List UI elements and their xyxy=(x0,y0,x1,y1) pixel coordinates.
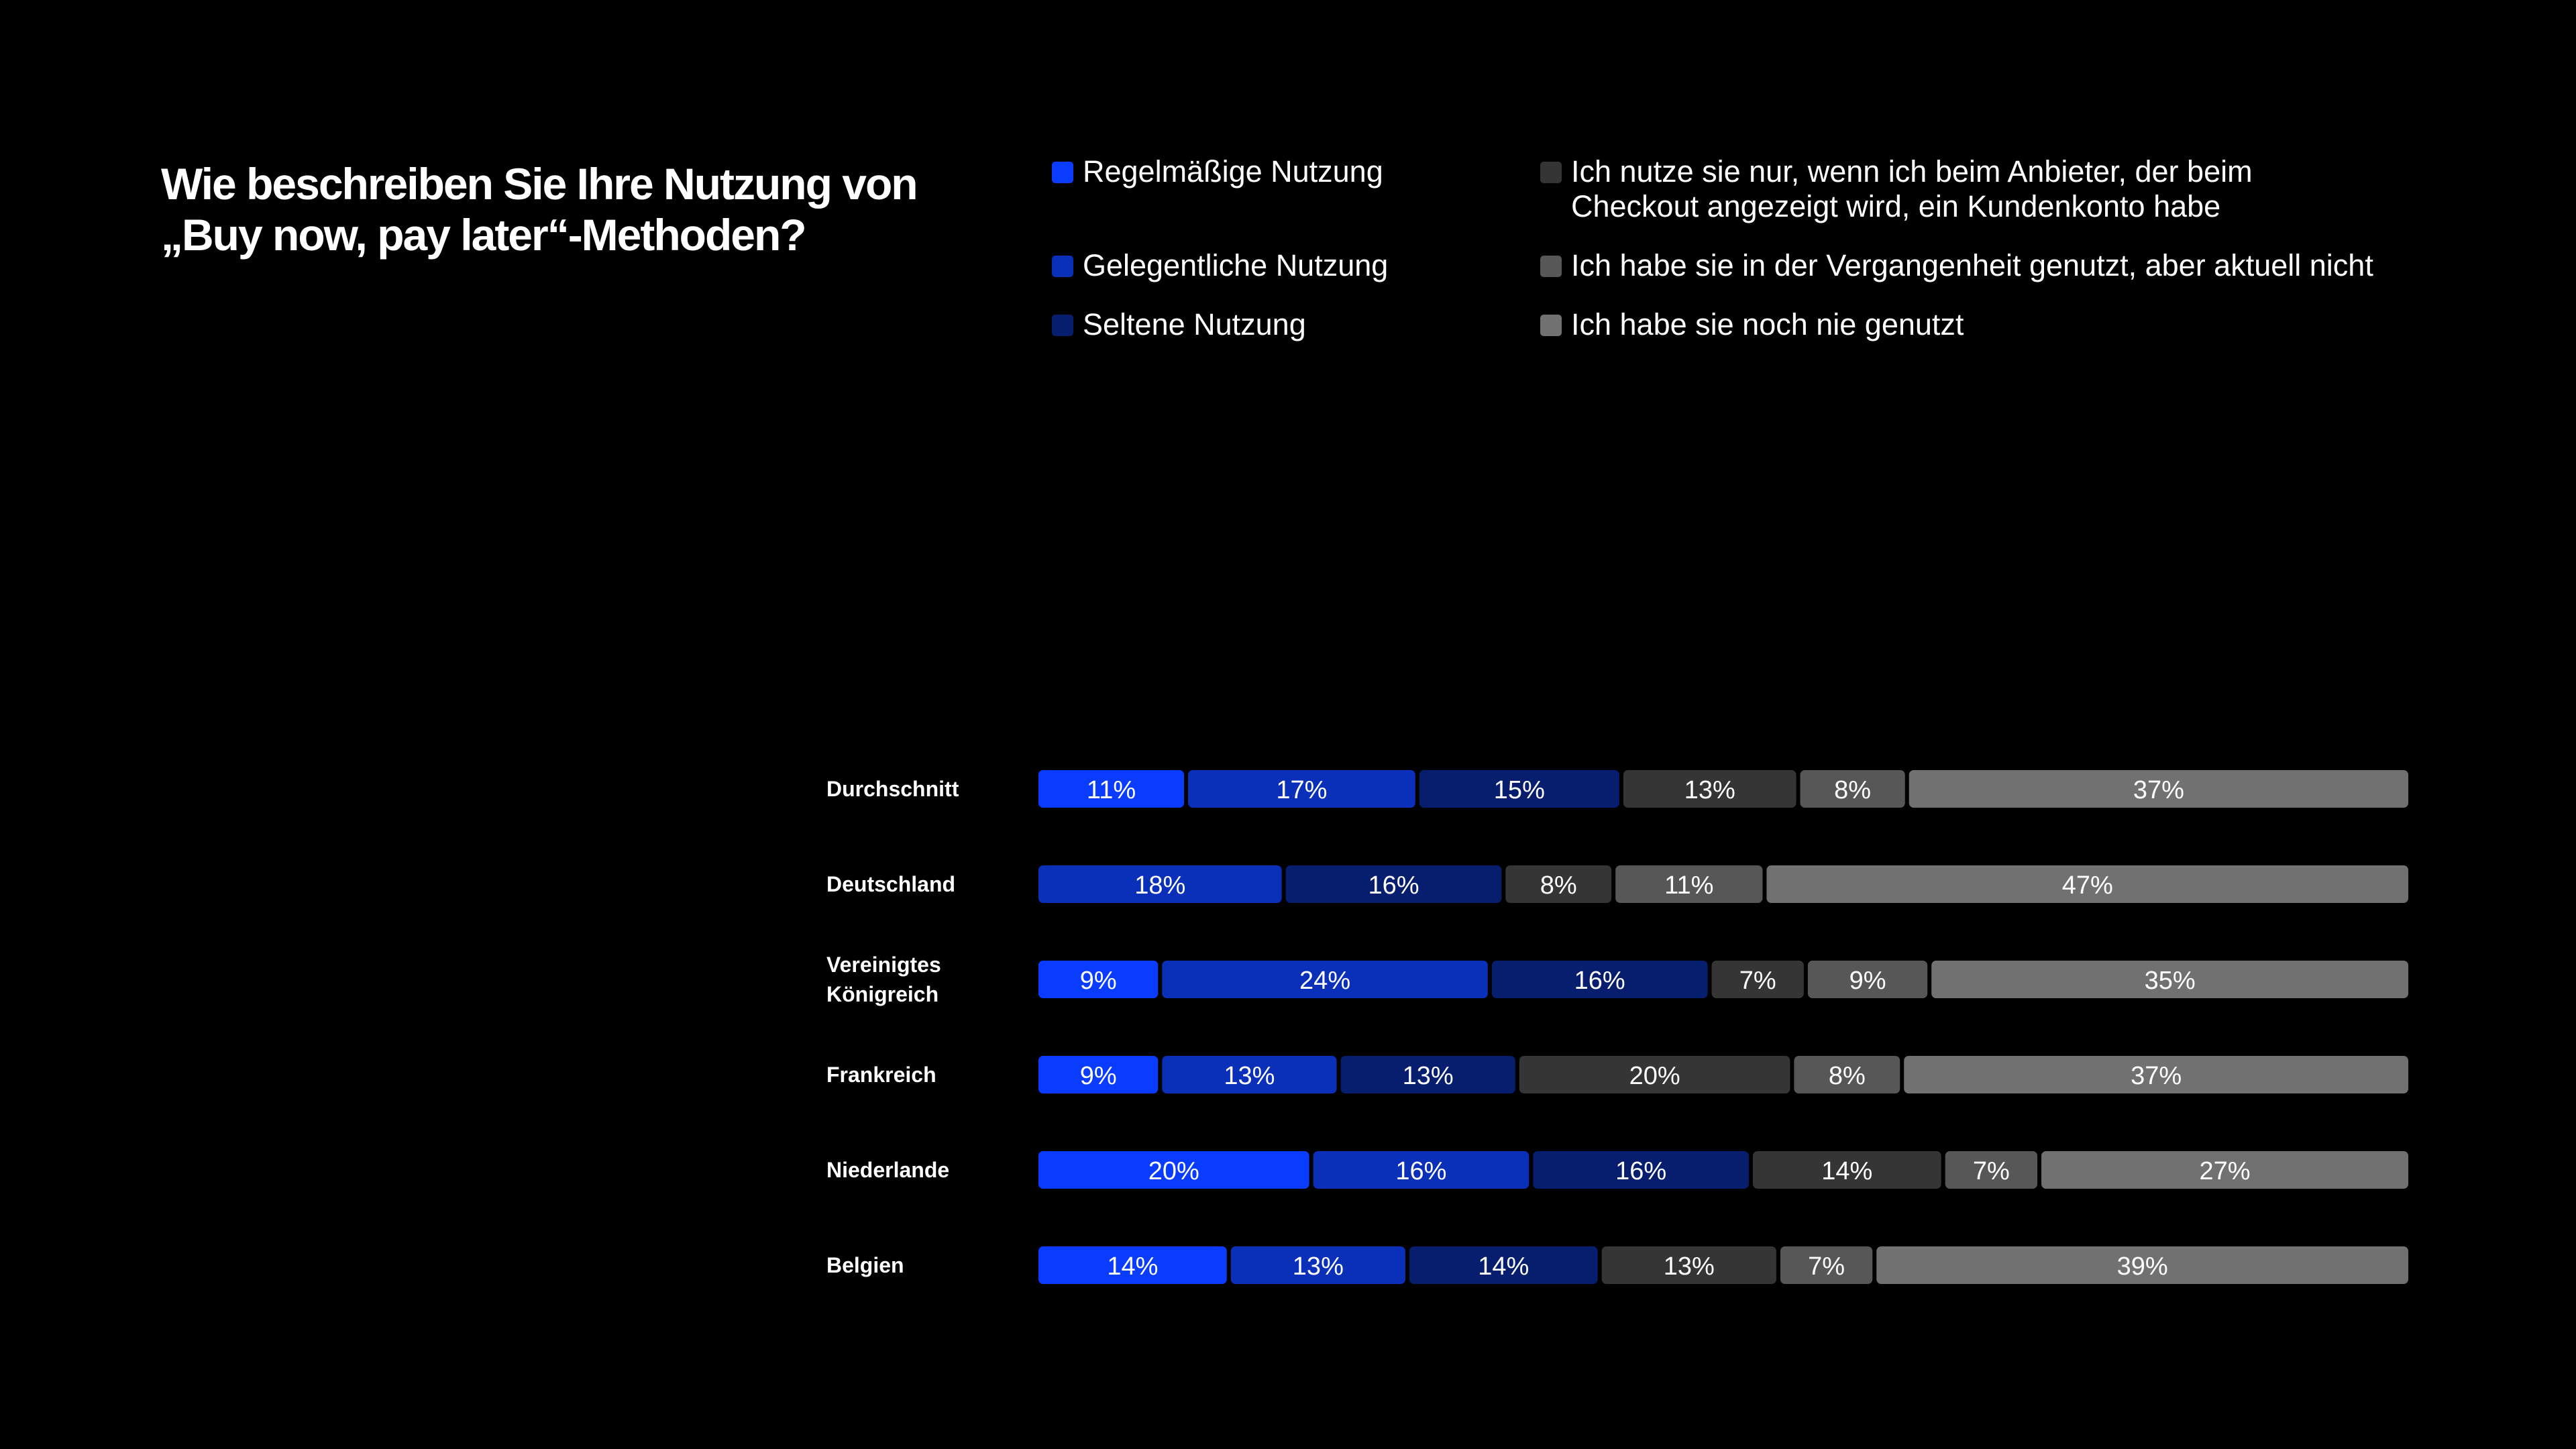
bar-segment xyxy=(1162,1056,1337,1093)
bar-value-label: 47% xyxy=(2062,871,2113,900)
bar-value-label: 13% xyxy=(1664,1252,1715,1281)
bar-segment xyxy=(1419,770,1619,808)
bar-segment xyxy=(1711,961,1804,998)
bar-value-label: 8% xyxy=(1829,1062,1866,1090)
bar-segment xyxy=(1904,1056,2408,1093)
row-label: Niederlande xyxy=(826,1158,949,1182)
bar-value-label: 9% xyxy=(1080,1062,1117,1090)
legend-swatch-past-use xyxy=(1540,256,1562,277)
bar-segment xyxy=(1038,1151,1309,1189)
legend-swatch-occasional-use xyxy=(1052,256,1073,277)
bar-segment xyxy=(1505,865,1612,903)
bar-segment xyxy=(1340,1056,1515,1093)
bar-value-label: 24% xyxy=(1299,967,1350,995)
bar-segment xyxy=(1794,1056,1900,1093)
bar-segment xyxy=(1909,770,2408,808)
legend-label-past-use: Ich habe sie in der Vergangenheit genutz… xyxy=(1571,248,2373,282)
bar-segment xyxy=(1800,770,1905,808)
bar-value-label: 17% xyxy=(1276,776,1327,804)
legend-label-regular-use: Regelmäßige Nutzung xyxy=(1083,154,1383,189)
bar-segment xyxy=(2041,1151,2408,1189)
bar-value-label: 7% xyxy=(1808,1252,1845,1281)
bar-value-label: 7% xyxy=(1973,1157,2010,1185)
bar-value-label: 9% xyxy=(1080,967,1117,995)
legend-item-regular-use: Regelmäßige Nutzung xyxy=(1052,154,1383,189)
bar-segment xyxy=(1491,961,1708,998)
bar-value-label: 27% xyxy=(2199,1157,2250,1185)
bar-segment xyxy=(1038,1246,1227,1284)
bar-segment xyxy=(1038,770,1185,808)
bar-value-label: 13% xyxy=(1293,1252,1344,1281)
bar-value-label: 39% xyxy=(2117,1252,2168,1281)
bar-segment xyxy=(1807,961,1928,998)
legend-item-past-use: Ich habe sie in der Vergangenheit genutz… xyxy=(1540,248,2373,283)
legend-swatch-never-used xyxy=(1540,315,1562,336)
bar-value-label: 9% xyxy=(1849,967,1886,995)
legend-label-occasional-use: Gelegentliche Nutzung xyxy=(1083,248,1389,282)
bar-segment xyxy=(1876,1246,2408,1284)
bar-segment xyxy=(1601,1246,1776,1284)
bar-value-label: 14% xyxy=(1478,1252,1529,1281)
bar-value-label: 11% xyxy=(1664,871,1713,900)
row-label: Deutschland xyxy=(826,872,955,896)
bar-value-label: 37% xyxy=(2131,1062,2182,1090)
bar-segment xyxy=(1615,865,1763,903)
bar-value-label: 13% xyxy=(1403,1062,1454,1090)
chart-title: Wie beschreiben Sie Ihre Nutzung von „Bu… xyxy=(161,159,918,260)
legend-swatch-rare-use xyxy=(1052,315,1073,336)
row-label: Belgien xyxy=(826,1253,904,1277)
row-label: Vereinigtes Königreich xyxy=(826,953,941,1006)
bar-segment xyxy=(1519,1056,1790,1093)
bar-segment xyxy=(1038,1056,1159,1093)
legend-swatch-regular-use xyxy=(1052,162,1073,183)
bar-segment xyxy=(1038,961,1159,998)
bar-value-label: 11% xyxy=(1087,776,1136,804)
legend-item-occasional-use: Gelegentliche Nutzung xyxy=(1052,248,1388,283)
bar-value-label: 13% xyxy=(1224,1062,1275,1090)
bar-value-label: 16% xyxy=(1368,871,1419,900)
bar-segment xyxy=(1409,1246,1598,1284)
legend-label-rare-use: Seltene Nutzung xyxy=(1083,307,1306,341)
legend-item-account-only: Ich nutze sie nur, wenn ich beim Anbiete… xyxy=(1540,154,2345,224)
bar-value-label: 18% xyxy=(1134,871,1185,900)
bar-segment xyxy=(1285,865,1502,903)
bar-value-label: 13% xyxy=(1684,776,1735,804)
bar-segment xyxy=(1313,1151,1529,1189)
bar-value-label: 14% xyxy=(1107,1252,1158,1281)
bar-segment xyxy=(1780,1246,1873,1284)
bar-segment xyxy=(1162,961,1488,998)
legend-item-rare-use: Seltene Nutzung xyxy=(1052,307,1306,342)
bar-segment xyxy=(1623,770,1796,808)
bar-value-label: 20% xyxy=(1148,1157,1199,1185)
legend-swatch-account-only xyxy=(1540,162,1562,183)
bar-segment xyxy=(1945,1151,2038,1189)
bar-segment xyxy=(1188,770,1415,808)
bar-segment xyxy=(1766,865,2408,903)
bar-segment xyxy=(1533,1151,1749,1189)
bar-value-label: 37% xyxy=(2133,776,2184,804)
bar-value-label: 15% xyxy=(1494,776,1545,804)
bar-value-label: 7% xyxy=(1739,967,1776,995)
bar-value-label: 14% xyxy=(1821,1157,1872,1185)
bar-segment xyxy=(1038,865,1282,903)
bar-segment xyxy=(1752,1151,1941,1189)
bar-segment xyxy=(1230,1246,1405,1284)
row-label: Frankreich xyxy=(826,1063,936,1087)
bar-value-label: 20% xyxy=(1629,1062,1680,1090)
legend-label-never-used: Ich habe sie noch nie genutzt xyxy=(1571,307,1964,341)
legend-item-never-used: Ich habe sie noch nie genutzt xyxy=(1540,307,1964,342)
row-label: Durchschnitt xyxy=(826,777,959,801)
bar-value-label: 16% xyxy=(1615,1157,1666,1185)
bar-segment xyxy=(1931,961,2408,998)
legend-label-account-only: Ich nutze sie nur, wenn ich beim Anbiete… xyxy=(1571,154,2253,223)
bar-value-label: 8% xyxy=(1540,871,1577,900)
bar-value-label: 16% xyxy=(1395,1157,1446,1185)
bar-value-label: 35% xyxy=(2145,967,2196,995)
bar-value-label: 16% xyxy=(1574,967,1625,995)
bar-value-label: 8% xyxy=(1834,776,1871,804)
